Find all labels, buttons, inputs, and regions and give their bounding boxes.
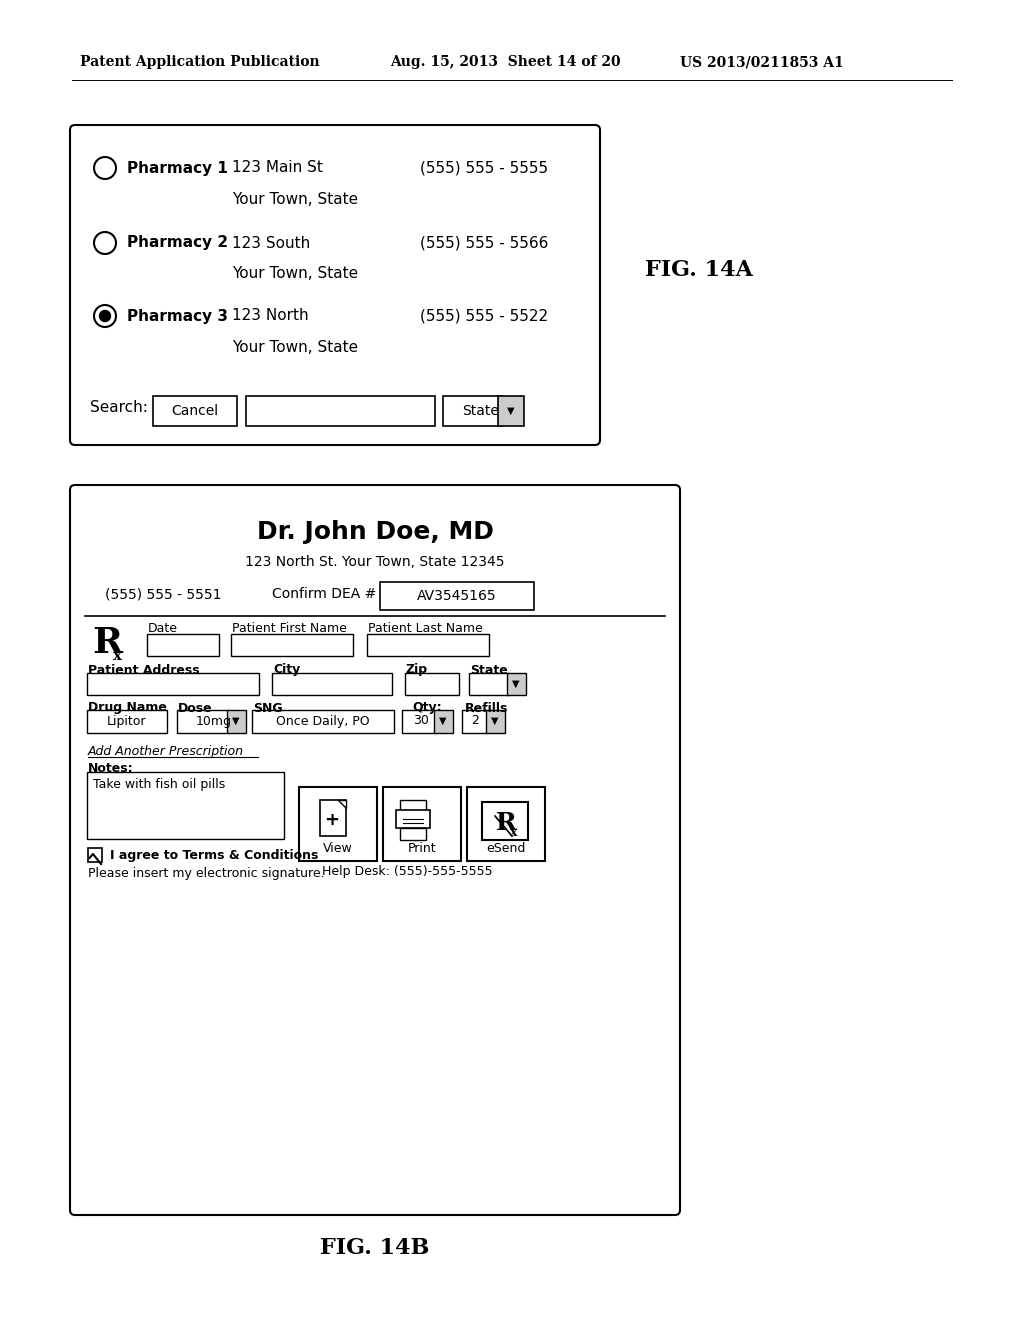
Text: Aug. 15, 2013  Sheet 14 of 20: Aug. 15, 2013 Sheet 14 of 20 — [390, 55, 621, 69]
FancyBboxPatch shape — [87, 673, 259, 696]
Text: +: + — [325, 810, 340, 829]
FancyBboxPatch shape — [462, 710, 488, 733]
Circle shape — [94, 232, 116, 253]
Text: Pharmacy 2: Pharmacy 2 — [127, 235, 228, 251]
Text: eSend: eSend — [486, 842, 525, 855]
Text: 123 South: 123 South — [232, 235, 310, 251]
FancyBboxPatch shape — [443, 396, 502, 426]
Text: ▼: ▼ — [439, 715, 446, 726]
FancyBboxPatch shape — [498, 396, 524, 426]
FancyBboxPatch shape — [246, 396, 435, 426]
Text: Your Town, State: Your Town, State — [232, 265, 358, 281]
Text: x: x — [510, 825, 517, 838]
Text: I agree to Terms & Conditions: I agree to Terms & Conditions — [110, 850, 318, 862]
Text: FIG. 14B: FIG. 14B — [321, 1237, 430, 1259]
FancyBboxPatch shape — [469, 673, 509, 696]
Text: 2: 2 — [471, 714, 479, 727]
Text: Date: Date — [148, 623, 178, 635]
Text: Cancel: Cancel — [171, 404, 218, 418]
Text: (555) 555 - 5551: (555) 555 - 5551 — [105, 587, 221, 601]
Text: Patient Last Name: Patient Last Name — [368, 623, 482, 635]
Text: Dr. John Doe, MD: Dr. John Doe, MD — [257, 520, 494, 544]
FancyBboxPatch shape — [380, 582, 534, 610]
Text: 123 Main St: 123 Main St — [232, 161, 323, 176]
Text: FIG. 14A: FIG. 14A — [645, 259, 753, 281]
Bar — [482, 803, 528, 840]
FancyBboxPatch shape — [252, 710, 394, 733]
Text: Please insert my electronic signature.: Please insert my electronic signature. — [88, 867, 325, 880]
Text: ▼: ▼ — [492, 715, 499, 726]
Text: x: x — [113, 649, 122, 663]
FancyBboxPatch shape — [272, 673, 392, 696]
FancyBboxPatch shape — [227, 710, 246, 733]
Text: Confirm DEA #: Confirm DEA # — [272, 587, 377, 601]
Text: 30: 30 — [413, 714, 429, 727]
FancyBboxPatch shape — [87, 772, 284, 840]
Text: Take with fish oil pills: Take with fish oil pills — [93, 777, 225, 791]
Text: Patent Application Publication: Patent Application Publication — [80, 55, 319, 69]
FancyBboxPatch shape — [507, 673, 526, 696]
FancyBboxPatch shape — [383, 787, 461, 861]
Text: Your Town, State: Your Town, State — [232, 193, 358, 207]
Text: Once Daily, PO: Once Daily, PO — [276, 714, 370, 727]
Text: (555) 555 - 5555: (555) 555 - 5555 — [420, 161, 548, 176]
Text: (555) 555 - 5566: (555) 555 - 5566 — [420, 235, 549, 251]
FancyBboxPatch shape — [486, 710, 505, 733]
Text: Your Town, State: Your Town, State — [232, 341, 358, 355]
Bar — [400, 800, 426, 812]
Text: View: View — [324, 842, 353, 855]
Bar — [88, 847, 102, 862]
Bar — [400, 828, 426, 840]
Text: 123 North St. Your Town, State 12345: 123 North St. Your Town, State 12345 — [246, 554, 505, 569]
Text: (555) 555 - 5522: (555) 555 - 5522 — [420, 309, 548, 323]
Polygon shape — [338, 800, 346, 808]
FancyBboxPatch shape — [467, 787, 545, 861]
Circle shape — [99, 310, 111, 322]
Text: US 2013/0211853 A1: US 2013/0211853 A1 — [680, 55, 844, 69]
FancyBboxPatch shape — [402, 710, 436, 733]
Text: ▼: ▼ — [512, 678, 520, 689]
Text: Refills: Refills — [465, 701, 508, 714]
Text: ▼: ▼ — [507, 407, 515, 416]
Text: Pharmacy 3: Pharmacy 3 — [127, 309, 228, 323]
Text: Lipitor: Lipitor — [108, 714, 146, 727]
Text: Dose: Dose — [178, 701, 213, 714]
Text: 123 North: 123 North — [232, 309, 308, 323]
Text: Patient First Name: Patient First Name — [232, 623, 347, 635]
Circle shape — [94, 157, 116, 180]
Text: City: City — [273, 664, 300, 676]
Text: Qty:: Qty: — [412, 701, 441, 714]
Bar — [319, 800, 346, 836]
Text: 10mg: 10mg — [196, 714, 232, 727]
Bar — [396, 810, 430, 828]
Text: Notes:: Notes: — [88, 763, 133, 776]
FancyBboxPatch shape — [367, 634, 489, 656]
FancyBboxPatch shape — [147, 634, 219, 656]
Text: State: State — [470, 664, 508, 676]
Text: Pharmacy 1: Pharmacy 1 — [127, 161, 228, 176]
Text: R: R — [92, 626, 122, 660]
FancyBboxPatch shape — [87, 710, 167, 733]
Text: AV3545165: AV3545165 — [417, 589, 497, 603]
FancyBboxPatch shape — [177, 710, 229, 733]
Text: Zip: Zip — [406, 664, 428, 676]
Text: Print: Print — [408, 842, 436, 855]
Text: ▼: ▼ — [232, 715, 240, 726]
Text: Drug Name: Drug Name — [88, 701, 167, 714]
FancyBboxPatch shape — [70, 484, 680, 1214]
FancyBboxPatch shape — [406, 673, 459, 696]
Circle shape — [94, 305, 116, 327]
FancyBboxPatch shape — [434, 710, 453, 733]
Text: State: State — [462, 404, 499, 418]
FancyBboxPatch shape — [299, 787, 377, 861]
Text: Patient Address: Patient Address — [88, 664, 200, 676]
FancyBboxPatch shape — [153, 396, 237, 426]
Text: R: R — [496, 810, 517, 836]
Text: Add Another Prescription: Add Another Prescription — [88, 746, 244, 759]
Text: Help Desk: (555)-555-5555: Help Desk: (555)-555-5555 — [322, 866, 493, 879]
Text: SNG: SNG — [253, 701, 283, 714]
FancyBboxPatch shape — [70, 125, 600, 445]
Text: Search:: Search: — [90, 400, 147, 416]
FancyBboxPatch shape — [231, 634, 353, 656]
